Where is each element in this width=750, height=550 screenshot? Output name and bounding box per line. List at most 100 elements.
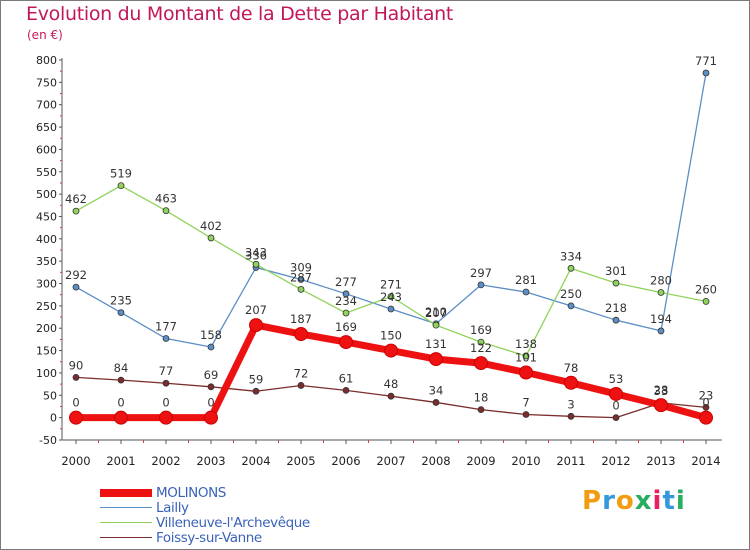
legend-label: Lailly <box>156 499 189 516</box>
data-point-molinons <box>114 410 128 425</box>
data-label-lailly: 235 <box>110 294 132 308</box>
data-label-molinons: 187 <box>290 312 312 326</box>
data-label-molinons: 0 <box>117 396 124 410</box>
data-point-molinons <box>249 318 263 333</box>
data-label-lailly: 277 <box>335 275 357 289</box>
data-label-lailly: 771 <box>695 54 717 68</box>
data-label-foissy-sur-vanne: 59 <box>249 372 264 386</box>
y-tick-label: 100 <box>36 367 57 380</box>
data-point-foissy-sur-vanne <box>72 374 80 381</box>
data-point-lailly <box>702 69 710 77</box>
data-point-lailly <box>207 343 215 351</box>
data-point-villeneuve-l-archev-que <box>567 264 575 272</box>
x-tick-label: 2014 <box>691 454 720 468</box>
data-label-lailly: 210 <box>425 305 447 319</box>
data-point-lailly <box>297 276 305 283</box>
x-tick-label: 2011 <box>556 454 585 468</box>
data-label-molinons: 0 <box>207 396 214 410</box>
y-tick-label: 800 <box>36 54 57 67</box>
data-label-molinons: 53 <box>609 372 624 386</box>
data-label-lailly: 336 <box>245 248 267 262</box>
data-point-molinons <box>564 375 578 390</box>
legend-swatch <box>100 521 152 524</box>
x-tick-label: 2006 <box>331 454 360 468</box>
data-label-molinons: 0 <box>162 396 169 410</box>
data-label-villeneuve-l-archev-que: 463 <box>155 192 177 206</box>
legend-swatch <box>100 536 152 539</box>
data-point-molinons <box>654 398 668 413</box>
data-point-foissy-sur-vanne <box>207 383 215 391</box>
data-label-molinons: 122 <box>470 341 492 355</box>
data-point-villeneuve-l-archev-que <box>477 338 485 346</box>
data-label-villeneuve-l-archev-que: 462 <box>65 192 87 206</box>
data-label-villeneuve-l-archev-que: 519 <box>110 167 132 181</box>
x-tick-label: 2004 <box>241 454 270 468</box>
y-tick-label: 200 <box>36 322 57 335</box>
data-label-molinons: 78 <box>564 361 579 375</box>
data-point-lailly <box>387 305 395 313</box>
data-point-molinons <box>609 386 623 401</box>
y-tick-label: 400 <box>36 233 57 246</box>
y-tick-label: 450 <box>36 210 57 223</box>
data-label-villeneuve-l-archev-que: 207 <box>425 306 447 320</box>
data-label-molinons: 150 <box>380 329 402 343</box>
data-point-villeneuve-l-archev-que <box>342 309 350 317</box>
x-tick-label: 2005 <box>286 454 315 468</box>
legend-item: Lailly <box>100 499 420 516</box>
data-point-foissy-sur-vanne <box>477 406 485 414</box>
x-tick-label: 2003 <box>196 454 225 468</box>
series-lines <box>69 69 713 425</box>
data-point-villeneuve-l-archev-que <box>387 293 395 300</box>
data-label-villeneuve-l-archev-que: 301 <box>605 264 627 278</box>
data-label-villeneuve-l-archev-que: 234 <box>335 294 357 308</box>
y-tick-label: 300 <box>36 278 57 291</box>
data-labels: 292 235 177 158 336 309 277 243 210 297 281 250 218 1… <box>65 54 717 413</box>
chart-title: Evolution du Montant de la Dette par Hab… <box>26 3 454 25</box>
x-tick-label: 2008 <box>421 454 450 468</box>
x-tick-label: 2012 <box>601 454 630 468</box>
data-label-lailly: 309 <box>290 261 312 275</box>
data-label-villeneuve-l-archev-que: 287 <box>290 270 312 284</box>
data-label-lailly: 250 <box>560 287 582 301</box>
legend-item: MOLINONS <box>100 485 420 501</box>
data-label-molinons: 169 <box>335 320 357 334</box>
data-label-molinons: 28 <box>654 383 669 397</box>
legend-label: Villeneuve-l'Archevêque <box>156 514 310 531</box>
data-point-foissy-sur-vanne <box>612 414 620 422</box>
data-point-molinons <box>429 352 443 367</box>
data-label-molinons: 0 <box>72 396 79 410</box>
data-label-foissy-sur-vanne: 72 <box>294 366 309 380</box>
data-label-foissy-sur-vanne: 61 <box>339 371 354 385</box>
data-label-lailly: 243 <box>380 290 402 304</box>
data-label-villeneuve-l-archev-que: 169 <box>470 323 492 337</box>
x-tick-label: 2009 <box>466 454 495 468</box>
data-point-foissy-sur-vanne <box>567 412 575 420</box>
data-point-foissy-sur-vanne <box>162 379 170 387</box>
data-point-villeneuve-l-archev-que <box>657 289 665 296</box>
data-point-molinons <box>204 410 218 425</box>
y-tick-label: -50 <box>39 434 57 447</box>
y-tick-label: 550 <box>36 166 57 179</box>
y-tick-label: 750 <box>36 76 57 89</box>
x-tick-label: 2013 <box>646 454 675 468</box>
y-tick-label: 600 <box>36 143 57 156</box>
data-point-foissy-sur-vanne <box>432 399 440 406</box>
data-point-foissy-sur-vanne <box>702 403 710 411</box>
data-label-villeneuve-l-archev-que: 260 <box>695 282 717 296</box>
data-label-lailly: 292 <box>65 268 87 282</box>
y-tick-label: 0 <box>50 412 57 425</box>
data-point-villeneuve-l-archev-que <box>702 298 710 305</box>
data-label-lailly: 177 <box>155 320 177 334</box>
legend: MOLINONS Lailly Villeneuve-l'Archevêque Foi… <box>100 485 420 546</box>
data-point-lailly <box>477 281 485 289</box>
chart-unit: (en €) <box>27 28 63 42</box>
data-label-foissy-sur-vanne: 3 <box>567 397 574 411</box>
data-point-lailly <box>657 327 665 335</box>
data-point-foissy-sur-vanne <box>252 387 260 395</box>
data-point-lailly <box>162 335 170 342</box>
legend-swatch <box>100 506 152 509</box>
x-tick-label: 2007 <box>376 454 405 468</box>
data-label-foissy-sur-vanne: 69 <box>204 368 219 382</box>
